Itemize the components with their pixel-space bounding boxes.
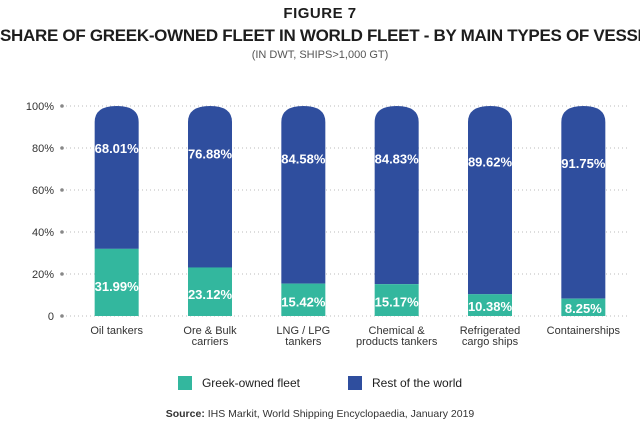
source-note: Source: IHS Markit, World Shipping Encyc… [0, 408, 640, 420]
data-label-greek: 15.42% [281, 294, 326, 309]
y-tick-dot [60, 314, 64, 318]
chart-title: SHARE OF GREEK-OWNED FLEET IN WORLD FLEE… [0, 26, 640, 45]
legend-swatch-greek [177, 376, 192, 390]
category-label: Oil tankers [90, 325, 143, 337]
bar-rest-of-world [374, 106, 419, 285]
bar-greek-owned [94, 248, 139, 316]
data-label-rest: 68.01% [95, 141, 140, 156]
y-tick-label: 40% [32, 227, 54, 239]
bar-rest-of-world [188, 106, 232, 268]
data-label-greek: 31.99% [95, 279, 140, 294]
y-tick-dot [60, 104, 64, 108]
bar-rest-of-world [281, 106, 326, 284]
data-label-greek: 23.12% [188, 287, 233, 302]
legend-label-greek: Greek-owned fleet [201, 376, 300, 390]
bar-rest-of-world [94, 106, 139, 249]
category-label: cargo ships [462, 336, 519, 348]
source-label: Source: [165, 408, 205, 420]
y-tick-label: 100% [26, 101, 54, 113]
data-label-rest: 76.88% [188, 146, 233, 161]
category-label: Chemical & [369, 325, 426, 337]
bar-rest-of-world [561, 106, 606, 299]
data-label-greek: 8.25% [565, 301, 602, 316]
category-label: Ore & Bulk [183, 325, 237, 337]
y-tick-dot [60, 146, 64, 150]
y-tick-dot [60, 188, 64, 192]
legend-item-greek: Greek-owned fleet [177, 376, 300, 390]
y-tick-dot [60, 272, 64, 276]
data-label-rest: 91.75% [561, 156, 606, 171]
bar-greek-owned [561, 298, 606, 316]
category-label: tankers [285, 336, 322, 348]
figure-number: FIGURE 7 [283, 5, 357, 22]
category-label: products tankers [356, 336, 438, 348]
y-tick-label: 0 [48, 311, 54, 323]
chart-subtitle: (IN DWT, SHIPS>1,000 GT) [251, 49, 389, 61]
source-text: IHS Markit, World Shipping Encyclopaedia… [204, 408, 475, 420]
y-tick-label: 80% [32, 143, 54, 155]
bar-greek-owned [468, 294, 512, 316]
y-tick-label: 20% [32, 269, 54, 281]
bar-rest-of-world [468, 106, 512, 295]
data-label-greek: 15.17% [375, 295, 420, 310]
category-label: Refrigerated [460, 325, 521, 337]
category-label: carriers [192, 336, 229, 348]
bar-greek-owned [188, 267, 232, 316]
data-label-greek: 10.38% [468, 299, 513, 314]
legend-swatch-rest [348, 376, 362, 390]
bar-greek-owned [281, 283, 326, 316]
category-label: LNG / LPG [276, 325, 330, 337]
stacked-bar-chart: 0 20% 40% 60% 80% 100% 68.01% 31.99% Oil tankers… [26, 101, 630, 348]
category-label: Containerships [547, 325, 621, 337]
data-label-rest: 84.83% [375, 151, 420, 166]
data-label-rest: 84.58% [281, 151, 326, 166]
data-label-rest: 89.62% [468, 154, 513, 169]
legend-item-rest: Rest of the world [348, 376, 462, 390]
y-tick-label: 60% [32, 185, 54, 197]
legend: Greek-owned fleet Rest of the world [0, 376, 640, 390]
y-tick-dot [60, 230, 64, 234]
bar-greek-owned [374, 284, 419, 316]
legend-label-rest: Rest of the world [372, 376, 463, 390]
